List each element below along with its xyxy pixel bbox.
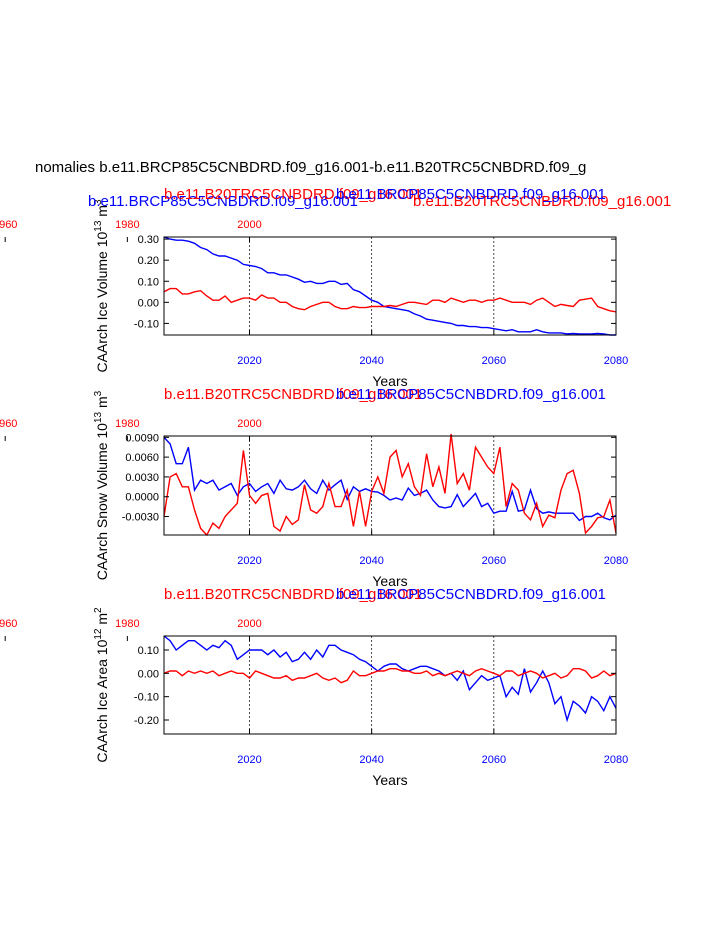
y-tick-label: 0.0000 xyxy=(125,492,159,504)
y-tick-label: -0.0030 xyxy=(122,512,159,524)
y-tick-label: -0.20 xyxy=(134,715,159,727)
panel-title-left: b.e11.BRCP85C5CNBDRD.f09_g16.001 xyxy=(88,193,358,210)
figure-main-title: nomalies b.e11.BRCP85C5CNBDRD.f09_g16.00… xyxy=(35,159,586,176)
x-tick-label: 2020 xyxy=(237,555,261,567)
plot-frame xyxy=(163,635,617,735)
x-tick-label: 2060 xyxy=(482,355,506,367)
y-tick-label: 0.30 xyxy=(138,234,159,246)
y-axis-label-exponent: 2 xyxy=(93,607,104,613)
panel-title-left: b.e11.B20TRC5CNBDRD.f09_g16.001 xyxy=(164,386,422,403)
x-tick-label: 2060 xyxy=(482,555,506,567)
y-axis-label-part: CAArch Snow Volume 10 xyxy=(94,423,110,580)
panel-title-top-left: b.e11.B20TRC5CNBDRD.f09_g16.001 xyxy=(164,186,422,203)
x-tick-label: 2020 xyxy=(237,754,261,766)
top-x-tick-label: 2000 xyxy=(237,418,261,430)
y-axis-label-part: m xyxy=(94,205,110,221)
y-tick-label: 0.0090 xyxy=(125,432,159,444)
panel-3: 0.100.00-0.10-0.202020204020602080194019… xyxy=(0,586,628,788)
top-x-tick-label: 2000 xyxy=(237,618,261,630)
top-x-tick-label: 1980 xyxy=(115,418,139,430)
x-tick-label: 2080 xyxy=(604,754,628,766)
y-axis-label-exponent: 3 xyxy=(93,199,104,205)
panel-1: 0.300.200.100.00-0.102020204020602080194… xyxy=(0,186,671,389)
series-line-red xyxy=(163,667,617,684)
series-line-blue xyxy=(163,236,616,336)
y-tick-label: 0.00 xyxy=(138,297,159,309)
plot-frame xyxy=(163,435,617,536)
x-tick-label: 2040 xyxy=(359,754,383,766)
x-axis-label: Years xyxy=(372,772,407,788)
top-x-tick-label: 1980 xyxy=(115,219,139,231)
y-axis-label-part: m xyxy=(94,613,110,629)
x-axis-label: Years xyxy=(372,373,407,389)
top-x-tick-label: 1960 xyxy=(0,618,17,630)
top-x-tick-label: 1960 xyxy=(0,418,17,430)
y-axis-label: CAArch Ice Area 1012 m2 xyxy=(93,607,110,763)
y-tick-label: 0.0060 xyxy=(125,452,159,464)
y-axis-label-part: CAArch Ice Volume 10 xyxy=(94,231,110,372)
y-axis-label: CAArch Ice Volume 1013 m3 xyxy=(93,199,110,373)
panel-title-top-right: b.e11.BRCP85C5CNBDRD.f09_g16.001 xyxy=(336,186,606,203)
x-tick-label: 2040 xyxy=(359,355,383,367)
x-tick-label: 2040 xyxy=(359,555,383,567)
top-x-tick-label: 1980 xyxy=(115,618,139,630)
y-axis-label-exponent: 13 xyxy=(93,220,104,232)
x-tick-label: 2080 xyxy=(604,555,628,567)
x-tick-label: 2080 xyxy=(604,355,628,367)
y-axis-label-part: m xyxy=(94,396,110,412)
series-line-blue xyxy=(163,635,617,723)
y-tick-label: 0.10 xyxy=(138,276,159,288)
y-tick-label: 0.10 xyxy=(138,645,159,657)
panel-2: 0.0090 0.0060 0.0030 0.0000 -0.0030 2020 2040 2… xyxy=(0,386,628,589)
y-tick-label: 0.0030 xyxy=(125,472,159,484)
y-tick-label: -0.10 xyxy=(134,318,159,330)
x-tick-label: 2060 xyxy=(482,754,506,766)
y-axis-label-exponent: 3 xyxy=(93,390,104,396)
y-axis-label-exponent: 12 xyxy=(93,628,104,640)
series-line-blue xyxy=(163,436,617,522)
plot-frame xyxy=(163,236,617,336)
panel-title-right: b.e11.B20TRC5CNBDRD.f09_g16.001 xyxy=(413,193,671,210)
panel-title-left: b.e11.B20TRC5CNBDRD.f09_g16.001 xyxy=(164,586,422,603)
x-tick-label: 2020 xyxy=(237,355,261,367)
panel-title-right: b.e11.BRCP85C5CNBDRD.f09_g16.001 xyxy=(336,586,606,603)
top-x-tick-label: 2000 xyxy=(237,219,261,231)
x-axis-label: Years xyxy=(372,573,407,589)
panel-title-right: b.e11.BRCP85C5CNBDRD.f09_g16.001 xyxy=(336,386,606,403)
y-axis-label-part: CAArch Ice Area 10 xyxy=(94,639,110,762)
y-tick-label: 0.00 xyxy=(138,668,159,680)
top-x-tick-label: 1960 xyxy=(0,219,17,231)
series-line-red xyxy=(163,287,617,313)
y-axis-label-exponent: 13 xyxy=(93,411,104,423)
y-tick-label: -0.10 xyxy=(134,692,159,704)
y-tick-label: 0.20 xyxy=(138,255,159,267)
y-axis-label: CAArch Snow Volume 1013 m3 xyxy=(93,390,110,580)
series-line-red xyxy=(163,433,617,537)
